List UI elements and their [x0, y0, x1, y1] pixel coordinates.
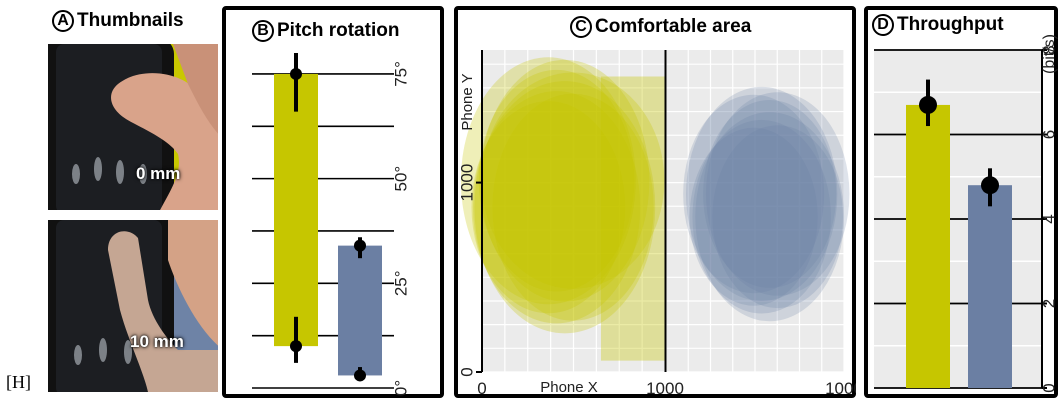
area-blob [600, 76, 665, 361]
panel-a-title-text: Thumbnails [77, 10, 184, 31]
panel-d-letter: D [872, 14, 894, 36]
mean-point [981, 176, 999, 195]
thumbnail-10mm-label: 10 mm [130, 332, 184, 351]
area-blob [474, 81, 656, 334]
y-tick-label: 4 [1039, 214, 1058, 223]
y-tick-label: 0 [1039, 383, 1058, 392]
y-tick-label: 2 [1039, 299, 1058, 308]
panel-b [222, 6, 444, 398]
side-label: [H] [6, 372, 31, 392]
mean-point [290, 67, 302, 80]
phone-hand-illustration [48, 220, 218, 392]
x-tick-label: 0 [477, 379, 486, 398]
panel-c-letter: C [570, 16, 592, 38]
panel-c-title: C Comfortable area [570, 16, 751, 38]
area-blob [480, 59, 650, 302]
area-blob [695, 112, 845, 322]
comfortable-area-blobs [460, 57, 665, 361]
thumbnail-10mm: 10 mm [48, 220, 218, 392]
thumbnail-0mm: 0 mm [48, 44, 218, 210]
x-axis-label: Phone X [540, 379, 598, 396]
y-tick-label: 8 [1039, 45, 1058, 54]
y-tick-label: 0° [391, 380, 410, 396]
panel-b-letter: B [252, 20, 274, 42]
y-tick-label: 25° [391, 270, 410, 296]
x-tick-label: 1000 [646, 379, 684, 398]
bar [274, 73, 318, 347]
pitch-rotation-chart: 0° 25° 50° 75° [252, 53, 410, 396]
area-blob [472, 91, 641, 324]
area-blob [481, 72, 665, 289]
y-tick-label: 1000 [457, 164, 476, 202]
phone-hand-illustration [48, 44, 218, 210]
x-tick-label: 1000 [825, 379, 856, 398]
y-axis-label: (bit/s) [1041, 34, 1058, 74]
y-tick-label: 50° [391, 166, 410, 192]
mean-point [919, 95, 937, 114]
y-axis-label: Phone Y [459, 73, 476, 130]
area-blob [471, 101, 626, 314]
area-blob [705, 92, 850, 296]
comfortable-area-chart: 0 1000 1000 0 1000 Phone Y Phone X [457, 50, 856, 398]
area-blob [689, 127, 818, 306]
area-blob [460, 57, 636, 305]
y-tick-label: 0 [457, 367, 476, 376]
area-blob [712, 125, 844, 309]
y-tick-label: 75° [391, 61, 410, 87]
panel-a-title: A Thumbnails [52, 10, 184, 32]
y-tick-label: 6 [1039, 130, 1058, 139]
thumbnail-0mm-label: 0 mm [136, 164, 181, 183]
bar [338, 245, 382, 376]
area-blob [492, 93, 654, 321]
area-blob [692, 119, 831, 314]
comfortable-area-blobs [683, 86, 850, 322]
area-blob [478, 69, 635, 292]
area-blob [686, 86, 838, 301]
area-blob [703, 100, 837, 288]
panel-d-title: D Throughput [872, 14, 1004, 36]
bar [968, 185, 1012, 388]
mean-point [354, 239, 366, 252]
mean-point [290, 340, 302, 353]
panel-b-title: B Pitch rotation [252, 20, 399, 42]
bar [906, 104, 950, 389]
panel-a-letter: A [52, 10, 74, 32]
panel-d-title-text: Throughput [897, 14, 1004, 35]
mean-point [354, 369, 366, 382]
throughput-chart: 0 2 4 6 8(bit/s) [874, 34, 1058, 393]
panel-c-title-text: Comfortable area [595, 16, 752, 37]
panel-b-title-text: Pitch rotation [277, 20, 400, 41]
area-blob [683, 94, 825, 294]
